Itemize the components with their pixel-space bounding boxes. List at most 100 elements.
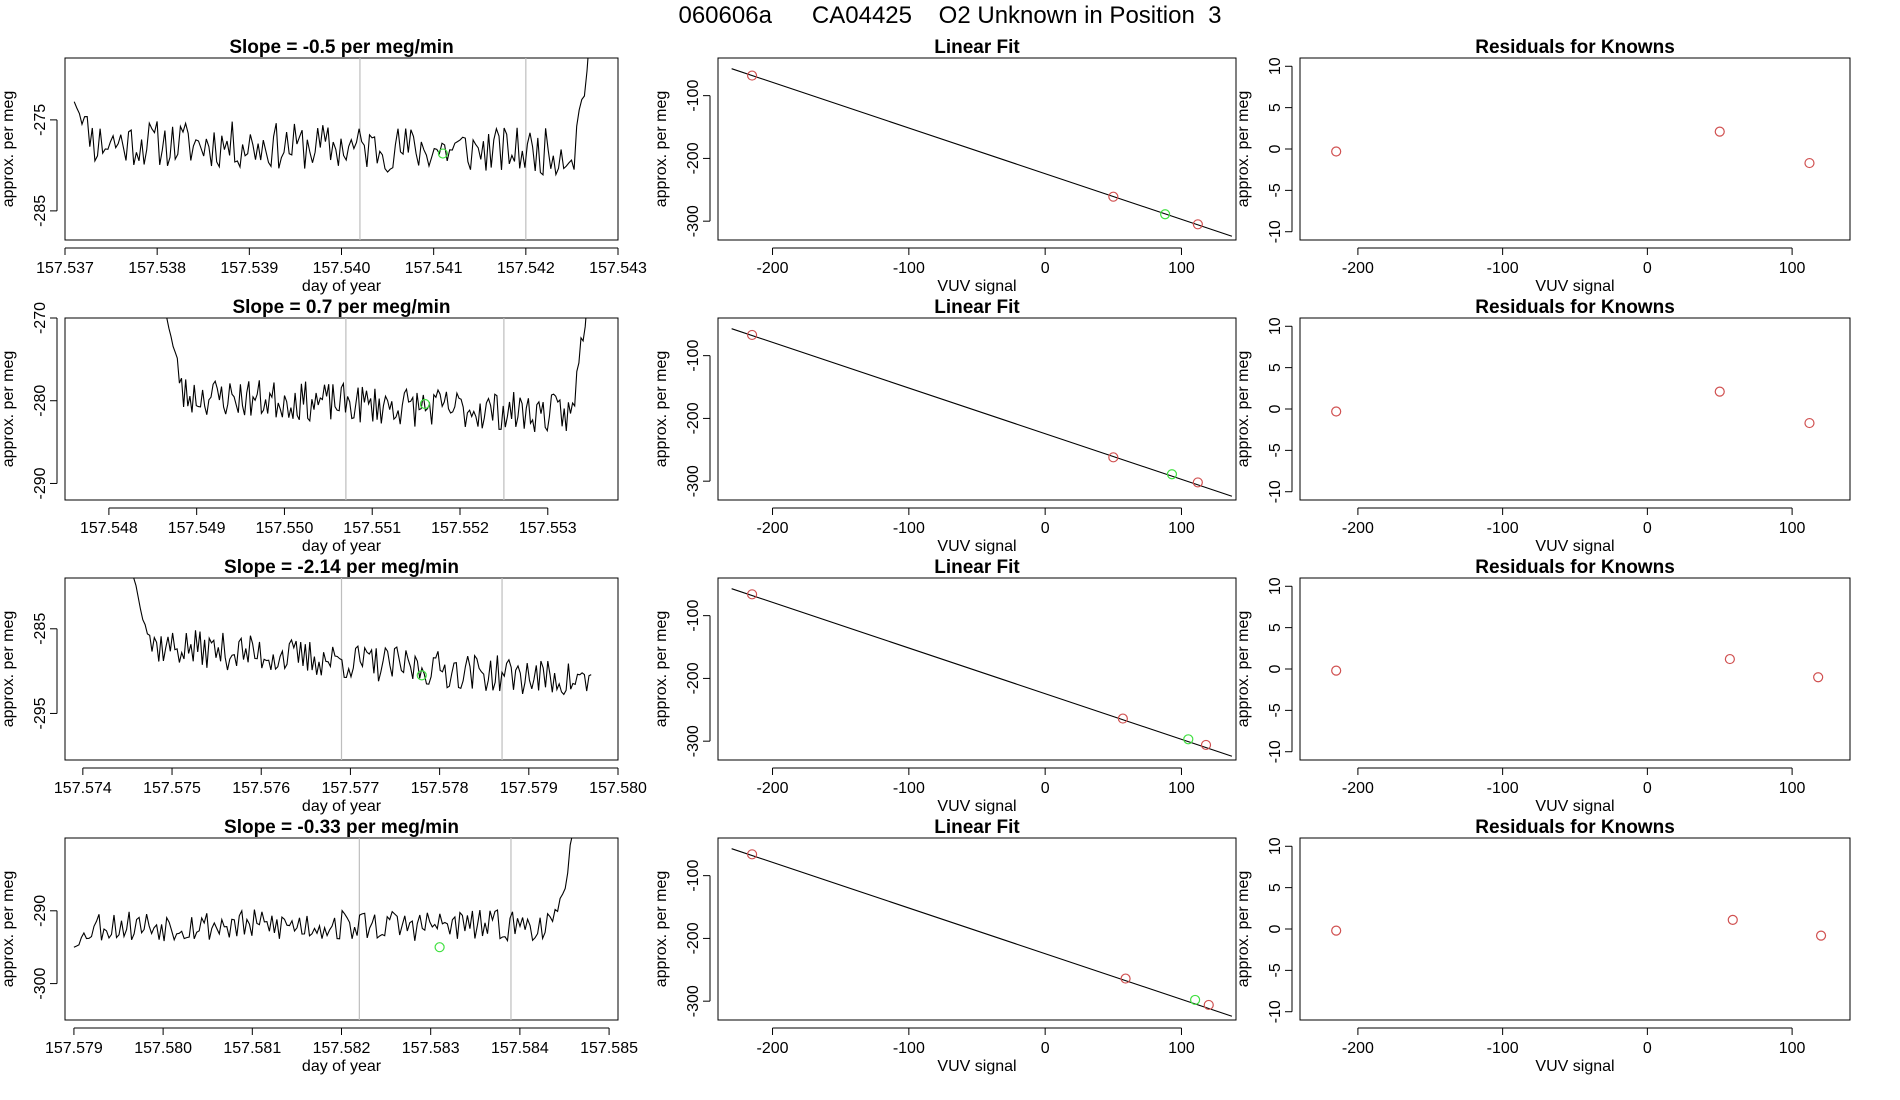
panel-1-1: Slope = -0.5 per meg/min 157.537 157.538 15… [0,37,647,295]
y-tick-label: -100 [685,80,702,112]
red-point [1815,930,1827,941]
x-tick-label: 157.537 [36,260,94,277]
y-tick-label: 10 [1267,317,1284,335]
red-point [746,70,758,81]
x-tick-label: 157.551 [343,520,401,537]
x-tick-label: -100 [893,780,925,797]
plot-area [1331,914,1827,941]
y-tick-label: -275 [32,104,49,136]
y-tick-label: -300 [685,985,702,1017]
y-tick-label: -5 [1267,703,1284,717]
chart-title: Slope = 0.7 per meg/min [232,297,450,318]
x-axis-label: VUV signal [937,1058,1016,1075]
plot-frame [1299,577,1851,761]
chart-title: Residuals for Knowns [1475,817,1675,838]
x-tick-label: 0 [1643,520,1652,537]
red-point [1724,653,1735,665]
red-point [1200,739,1212,751]
y-tick-label: -280 [32,385,49,417]
red-point [1331,406,1342,417]
y-axis-label: approx. per meg [0,91,17,208]
red-point [1203,999,1214,1011]
x-tick-label: 100 [1168,520,1195,537]
x-tick-label: 157.574 [54,780,112,797]
green-point [416,670,427,681]
x-tick-label: 157.550 [256,520,314,537]
x-tick-label: 157.538 [128,260,186,277]
panel-3-1: Slope = -2.14 per meg/min 157.574 157.575 1… [0,557,647,815]
y-tick-label: -200 [685,402,702,434]
x-tick-label: -100 [1487,520,1519,537]
x-tick-label: 0 [1041,1040,1050,1057]
plot-area [731,68,1233,237]
plot-area [133,578,592,760]
series-line [73,58,589,177]
chart-title: Linear Fit [934,37,1020,58]
y-tick-label: -300 [685,725,702,757]
green-point [434,942,445,953]
y-tick-label: 0 [1267,144,1284,153]
x-tick-label: 0 [1041,780,1050,797]
red-point [1714,386,1725,397]
x-tick-label: 157.579 [500,780,558,797]
plot-area [166,318,587,500]
y-tick-label: 0 [1267,924,1284,933]
x-axis-label: VUV signal [937,798,1016,815]
x-tick-label: 0 [1041,520,1050,537]
x-tick-label: 100 [1779,520,1806,537]
x-tick-label: 157.540 [313,260,371,277]
fit-line [731,68,1233,237]
x-axis-label: day of year [302,278,382,295]
chart-title: Slope = -2.14 per meg/min [224,557,459,578]
panel-1-2: Linear Fit -200 -100 0 100 VUV signal -100 -200… [653,37,1237,295]
x-tick-label: 157.552 [431,520,489,537]
plot-area [73,838,573,1020]
x-tick-label: 157.582 [313,1040,371,1057]
x-axis-label: VUV signal [1535,1058,1614,1075]
plot-area [731,328,1233,497]
y-tick-label: 5 [1267,883,1284,892]
red-point [1108,191,1119,202]
x-tick-label: 157.543 [589,260,647,277]
red-point [1727,914,1738,926]
chart-title: Linear Fit [934,297,1020,318]
x-tick-label: 0 [1643,260,1652,277]
x-axis-label: day of year [302,1058,382,1075]
x-tick-label: 157.541 [405,260,463,277]
panel-2-2: Linear Fit -200 -100 0 100 VUV signal -100 -200… [653,297,1237,555]
plot-frame [64,837,619,1021]
y-tick-label: -295 [32,697,49,729]
red-point [1813,672,1824,683]
x-tick-label: -200 [757,780,789,797]
x-tick-label: 157.585 [580,1040,638,1057]
chart-title: Slope = -0.33 per meg/min [224,817,459,838]
x-tick-label: 157.542 [497,260,555,277]
y-axis-label: approx. per meg [0,351,17,468]
y-tick-label: -300 [685,205,702,237]
y-tick-label: -290 [32,895,49,927]
plot-frame [64,317,619,501]
x-axis-label: VUV signal [1535,538,1614,555]
panel-3-2: Linear Fit -200 -100 0 100 VUV signal -100 -200… [653,557,1237,815]
y-tick-label: -10 [1267,480,1284,503]
plot-frame [1299,57,1851,241]
x-tick-label: 157.575 [143,780,201,797]
chart-title: Residuals for Knowns [1475,297,1675,318]
x-tick-label: 157.583 [402,1040,460,1057]
x-tick-label: -200 [1342,260,1374,277]
x-tick-label: -200 [1342,1040,1374,1057]
y-tick-label: 10 [1267,577,1284,595]
green-point [1166,469,1178,480]
x-tick-label: 157.584 [491,1040,549,1057]
x-tick-label: 157.580 [134,1040,192,1057]
x-tick-label: 157.576 [232,780,290,797]
y-axis-label: approx. per meg [1235,351,1252,468]
green-point [1183,734,1194,745]
y-tick-label: -300 [32,967,49,999]
x-tick-label: 100 [1168,780,1195,797]
chart-title: Linear Fit [934,557,1020,578]
x-tick-label: -200 [757,520,789,537]
panel-4-2: Linear Fit -200 -100 0 100 VUV signal -100 -200… [653,817,1237,1075]
